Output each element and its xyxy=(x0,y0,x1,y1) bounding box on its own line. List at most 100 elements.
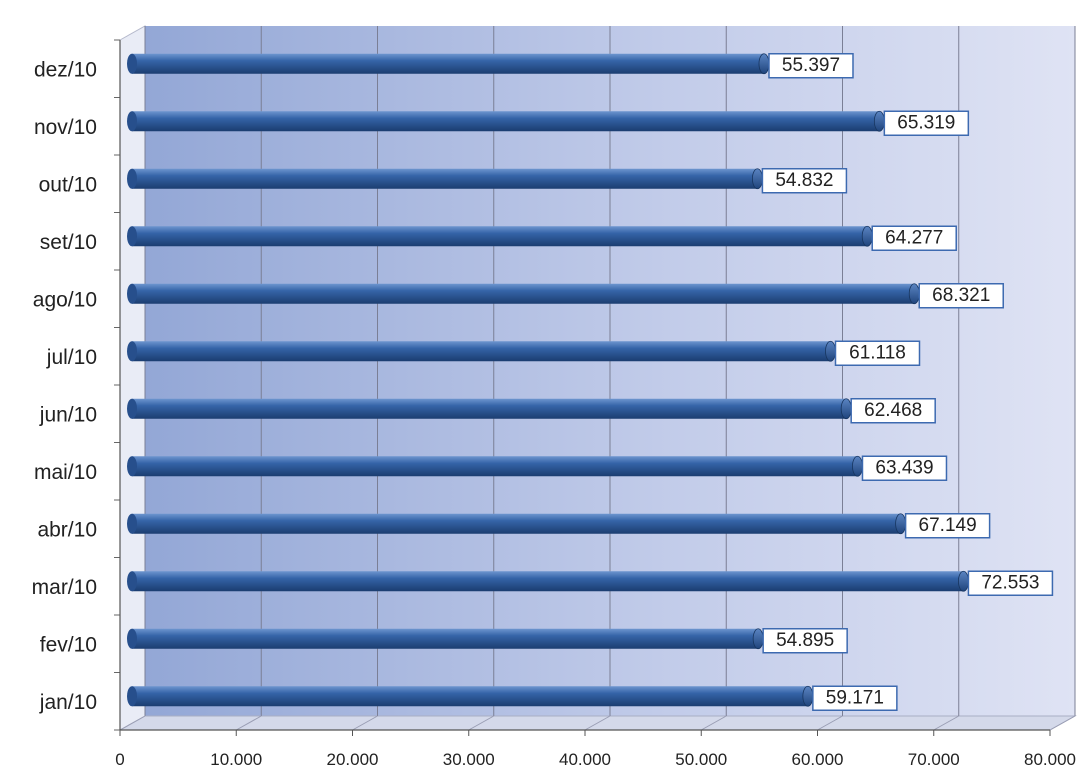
data-label-text: 54.832 xyxy=(775,170,833,191)
data-label: 54.832 xyxy=(761,168,848,194)
floor-gridline xyxy=(817,715,843,731)
bar xyxy=(127,168,763,190)
data-label-box xyxy=(761,168,848,194)
y-tick-label: jun/10 xyxy=(39,403,97,426)
data-label-text: 72.553 xyxy=(981,572,1039,593)
bar-start-cap xyxy=(127,341,137,362)
bar xyxy=(127,570,969,592)
plot-side-wall xyxy=(119,25,146,731)
data-label-text: 54.895 xyxy=(776,630,834,651)
floor-gridline xyxy=(933,715,959,731)
floor-gridline xyxy=(119,715,146,731)
bar-body xyxy=(132,283,915,304)
y-tick-label: nov/10 xyxy=(34,116,97,139)
bar xyxy=(127,53,770,75)
x-tick-label: 20.000 xyxy=(327,750,379,769)
data-label-box xyxy=(762,628,848,654)
floor-gridline xyxy=(468,715,494,731)
data-label-box xyxy=(861,455,948,481)
data-label: 61.118 xyxy=(834,340,921,366)
floor-gridline xyxy=(1049,715,1076,731)
floor-gridline xyxy=(236,715,262,731)
x-tick-label: 70.000 xyxy=(908,750,960,769)
gridlines xyxy=(119,26,1076,731)
bar xyxy=(127,513,907,535)
data-label-box xyxy=(834,340,921,366)
data-label: 59.171 xyxy=(812,685,898,711)
bar-start-cap xyxy=(127,226,137,247)
y-tick-label: mar/10 xyxy=(32,576,97,599)
y-tick-label: mai/10 xyxy=(34,461,97,484)
data-label-box xyxy=(918,283,1004,309)
data-label: 54.895 xyxy=(762,628,848,654)
x-tick-label: 60.000 xyxy=(792,750,844,769)
bar-start-cap xyxy=(127,686,137,707)
axes xyxy=(114,39,1051,736)
bar-body xyxy=(132,571,964,592)
data-label-text: 65.319 xyxy=(897,112,955,133)
bar-body xyxy=(132,168,758,189)
y-axis-labels: jan/10 fev/10 mar/10 abr/10 mai/10 jun/10 jul/… xyxy=(32,58,97,714)
bar-end-cap xyxy=(825,340,836,362)
bar-body xyxy=(132,628,759,649)
data-label-box xyxy=(850,398,936,424)
bar-start-cap xyxy=(127,111,137,132)
bar-series xyxy=(127,53,969,707)
x-tick-label: 30.000 xyxy=(443,750,495,769)
bar-end-cap xyxy=(861,225,873,247)
bar-body xyxy=(132,686,808,707)
bar-start-cap xyxy=(127,53,137,74)
data-label-text: 67.149 xyxy=(919,515,977,536)
bar-end-cap xyxy=(802,685,814,707)
bar-start-cap xyxy=(127,456,137,477)
data-label: 62.468 xyxy=(850,398,936,424)
data-label-text: 68.321 xyxy=(932,285,990,306)
bar-start-cap xyxy=(127,513,137,534)
bar-body xyxy=(132,226,868,247)
y-tick-label: dez/10 xyxy=(34,58,97,81)
data-label-text: 62.468 xyxy=(864,400,922,421)
bar-body xyxy=(132,456,858,477)
bar-body xyxy=(132,513,901,534)
bar xyxy=(127,340,836,362)
bar-end-cap xyxy=(758,53,770,75)
bar-end-cap xyxy=(873,110,885,132)
y-tick-label: fev/10 xyxy=(40,633,97,656)
data-label: 65.319 xyxy=(883,110,970,136)
data-label: 68.321 xyxy=(918,283,1004,309)
y-tick-label: jul/10 xyxy=(46,346,97,369)
bar xyxy=(127,628,764,650)
x-tick-label: 50.000 xyxy=(675,750,727,769)
y-tick-label: set/10 xyxy=(40,231,97,254)
x-axis-labels: 0 10.000 20.000 30.000 40.000 50.000 60.000 70.… xyxy=(115,750,1076,769)
bar-start-cap xyxy=(127,398,137,419)
y-tick-label: abr/10 xyxy=(37,518,97,541)
bar-body xyxy=(132,53,764,74)
x-tick-label: 80.000 xyxy=(1024,750,1076,769)
data-label-text: 64.277 xyxy=(885,227,943,248)
bar xyxy=(127,455,863,477)
data-label: 64.277 xyxy=(871,225,957,251)
bar-start-cap xyxy=(127,283,137,304)
floor-gridline xyxy=(352,715,378,731)
data-label-box xyxy=(883,110,970,136)
bar-end-cap xyxy=(752,168,763,190)
bar xyxy=(127,283,920,305)
y-tick-label: jan/10 xyxy=(39,691,97,714)
x-tick-label: 0 xyxy=(115,750,124,769)
bar-end-cap xyxy=(840,398,852,420)
y-tick-label: ago/10 xyxy=(33,288,97,311)
bar-end-cap xyxy=(895,513,907,535)
bar-start-cap xyxy=(127,628,137,649)
bar-start-cap xyxy=(127,571,137,592)
bar xyxy=(127,110,885,132)
data-label-box xyxy=(871,225,957,251)
data-label: 63.439 xyxy=(861,455,948,481)
data-labels: 59.171 54.895 72.553 67.149 63.439 62.468 61.1… xyxy=(761,53,1054,711)
x-tick-label: 40.000 xyxy=(559,750,611,769)
data-label-text: 61.118 xyxy=(849,342,906,363)
bar xyxy=(127,685,814,707)
bar-end-cap xyxy=(908,283,920,305)
bar-end-cap xyxy=(958,570,969,592)
